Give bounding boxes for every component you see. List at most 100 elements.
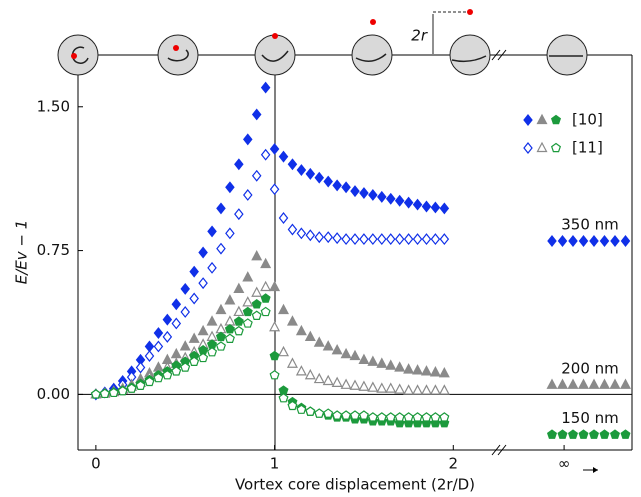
legend-marker [536, 113, 548, 125]
limit-point [578, 429, 589, 439]
data-point [216, 242, 226, 255]
data-point [251, 299, 262, 309]
data-point [198, 352, 209, 363]
data-point [376, 412, 387, 422]
data-point [198, 246, 208, 259]
data-point [394, 194, 405, 207]
data-point [332, 410, 343, 420]
data-point [340, 347, 352, 359]
data-point [305, 406, 316, 416]
limit-point [557, 378, 568, 389]
data-point [314, 231, 325, 244]
data-point [438, 384, 450, 395]
data-point [358, 410, 369, 420]
data-point [126, 383, 137, 393]
data-point [269, 280, 281, 292]
data-point [358, 353, 370, 364]
data-point [385, 359, 397, 370]
legend-marker [550, 114, 562, 125]
data-point [135, 380, 146, 390]
data-point [295, 365, 307, 376]
data-point [162, 330, 173, 343]
data-point [368, 189, 378, 201]
limit-point [609, 429, 621, 439]
limit-point [557, 429, 568, 439]
data-point [207, 339, 218, 349]
data-point [153, 340, 164, 353]
data-point [341, 233, 351, 246]
data-point [438, 367, 450, 378]
data-point [251, 310, 262, 320]
data-point [350, 233, 360, 246]
data-point [197, 324, 209, 336]
legend-label: [10] [572, 111, 603, 129]
data-point [323, 231, 333, 244]
data-point [153, 372, 164, 383]
data-point [367, 381, 379, 392]
data-point [349, 349, 361, 361]
data-point [322, 374, 334, 386]
limit-point [578, 378, 589, 389]
limit-point [547, 235, 557, 247]
data-point [179, 340, 191, 351]
data-point [295, 324, 307, 336]
data-point [358, 380, 370, 391]
data-point [331, 376, 343, 387]
data-point [207, 225, 217, 238]
data-point [313, 336, 325, 347]
data-point [260, 280, 272, 292]
limit-point [609, 378, 621, 389]
data-point [314, 171, 325, 184]
data-point [278, 150, 289, 163]
data-point [349, 410, 361, 420]
data-point [278, 303, 290, 315]
data-point [242, 306, 253, 317]
data-point [216, 202, 226, 215]
limit-point [588, 429, 600, 439]
data-point [429, 384, 441, 395]
data-point [243, 133, 253, 146]
data-point [439, 202, 450, 215]
data-point [207, 346, 218, 357]
data-point [242, 296, 254, 307]
data-point [171, 366, 182, 376]
data-point [385, 192, 396, 205]
data-point [376, 382, 388, 393]
data-point [412, 198, 423, 211]
data-point [198, 277, 208, 290]
limit-point [546, 429, 558, 439]
frame [77, 49, 633, 473]
data-point [242, 318, 253, 328]
vortex-icons [57, 9, 588, 76]
data-point [439, 233, 450, 246]
data-point [260, 293, 271, 303]
limit-point [620, 378, 631, 389]
data-point [171, 317, 182, 330]
data-point [243, 189, 253, 201]
limit-point [610, 235, 620, 247]
y-tick-label: 0.00 [37, 385, 70, 403]
data-point [90, 389, 101, 399]
x-tick-label: 1 [270, 455, 280, 473]
data-point [224, 323, 235, 334]
x-tick-label: 0 [91, 455, 101, 473]
data-point [305, 229, 316, 242]
limit-point [567, 429, 579, 439]
data-point [304, 368, 316, 380]
data-point [429, 366, 441, 377]
data-point [332, 232, 342, 245]
limit-point [599, 378, 610, 389]
data-point [430, 201, 441, 214]
data-point [323, 175, 333, 188]
data-point [278, 345, 290, 357]
data-point [251, 169, 262, 182]
data-point [206, 315, 218, 326]
limit-point [620, 235, 631, 247]
data-point [233, 316, 244, 326]
data-point [251, 250, 263, 261]
legend-label: [11] [572, 139, 603, 157]
data-point [225, 181, 235, 194]
data-point [117, 385, 128, 396]
data-point [99, 388, 110, 399]
